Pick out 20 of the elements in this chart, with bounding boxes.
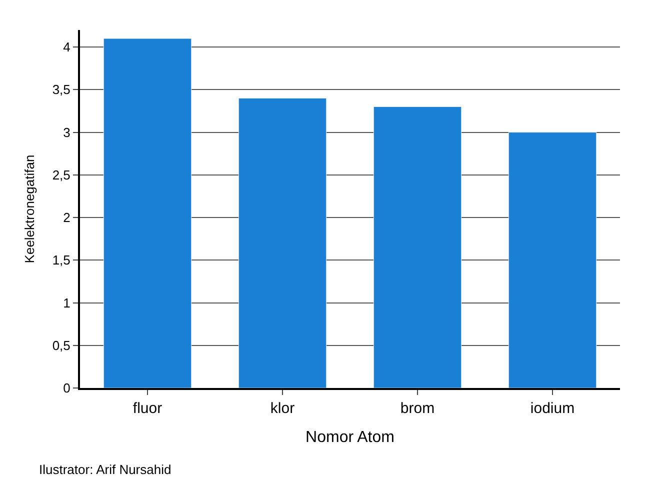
bar bbox=[238, 98, 327, 388]
y-axis-title: Keelektronegatifan bbox=[22, 154, 37, 264]
y-tick-label: 0,5 bbox=[52, 338, 70, 353]
y-tick-label: 3,5 bbox=[52, 82, 70, 98]
y-tick-label: 2 bbox=[63, 210, 70, 226]
y-tick-label: 0 bbox=[63, 380, 70, 396]
y-tick-label: 1,5 bbox=[52, 252, 70, 268]
text: Ilustrator: Arif Nursahid bbox=[39, 462, 172, 477]
y-tick-label: 4 bbox=[63, 40, 70, 55]
x-tick-label: iodium bbox=[530, 400, 575, 417]
x-tick-label: klor bbox=[270, 400, 295, 417]
bar bbox=[508, 132, 597, 388]
x-tick-label: fluor bbox=[132, 400, 162, 417]
x-axis-title: Nomor Atom bbox=[306, 429, 394, 446]
y-tick-label: 3 bbox=[63, 124, 70, 140]
bar bbox=[103, 38, 192, 388]
y-tick-label: 1 bbox=[63, 295, 70, 310]
bar bbox=[373, 106, 462, 388]
x-tick-label: brom bbox=[400, 400, 435, 417]
y-tick-label: 2,5 bbox=[52, 167, 70, 182]
